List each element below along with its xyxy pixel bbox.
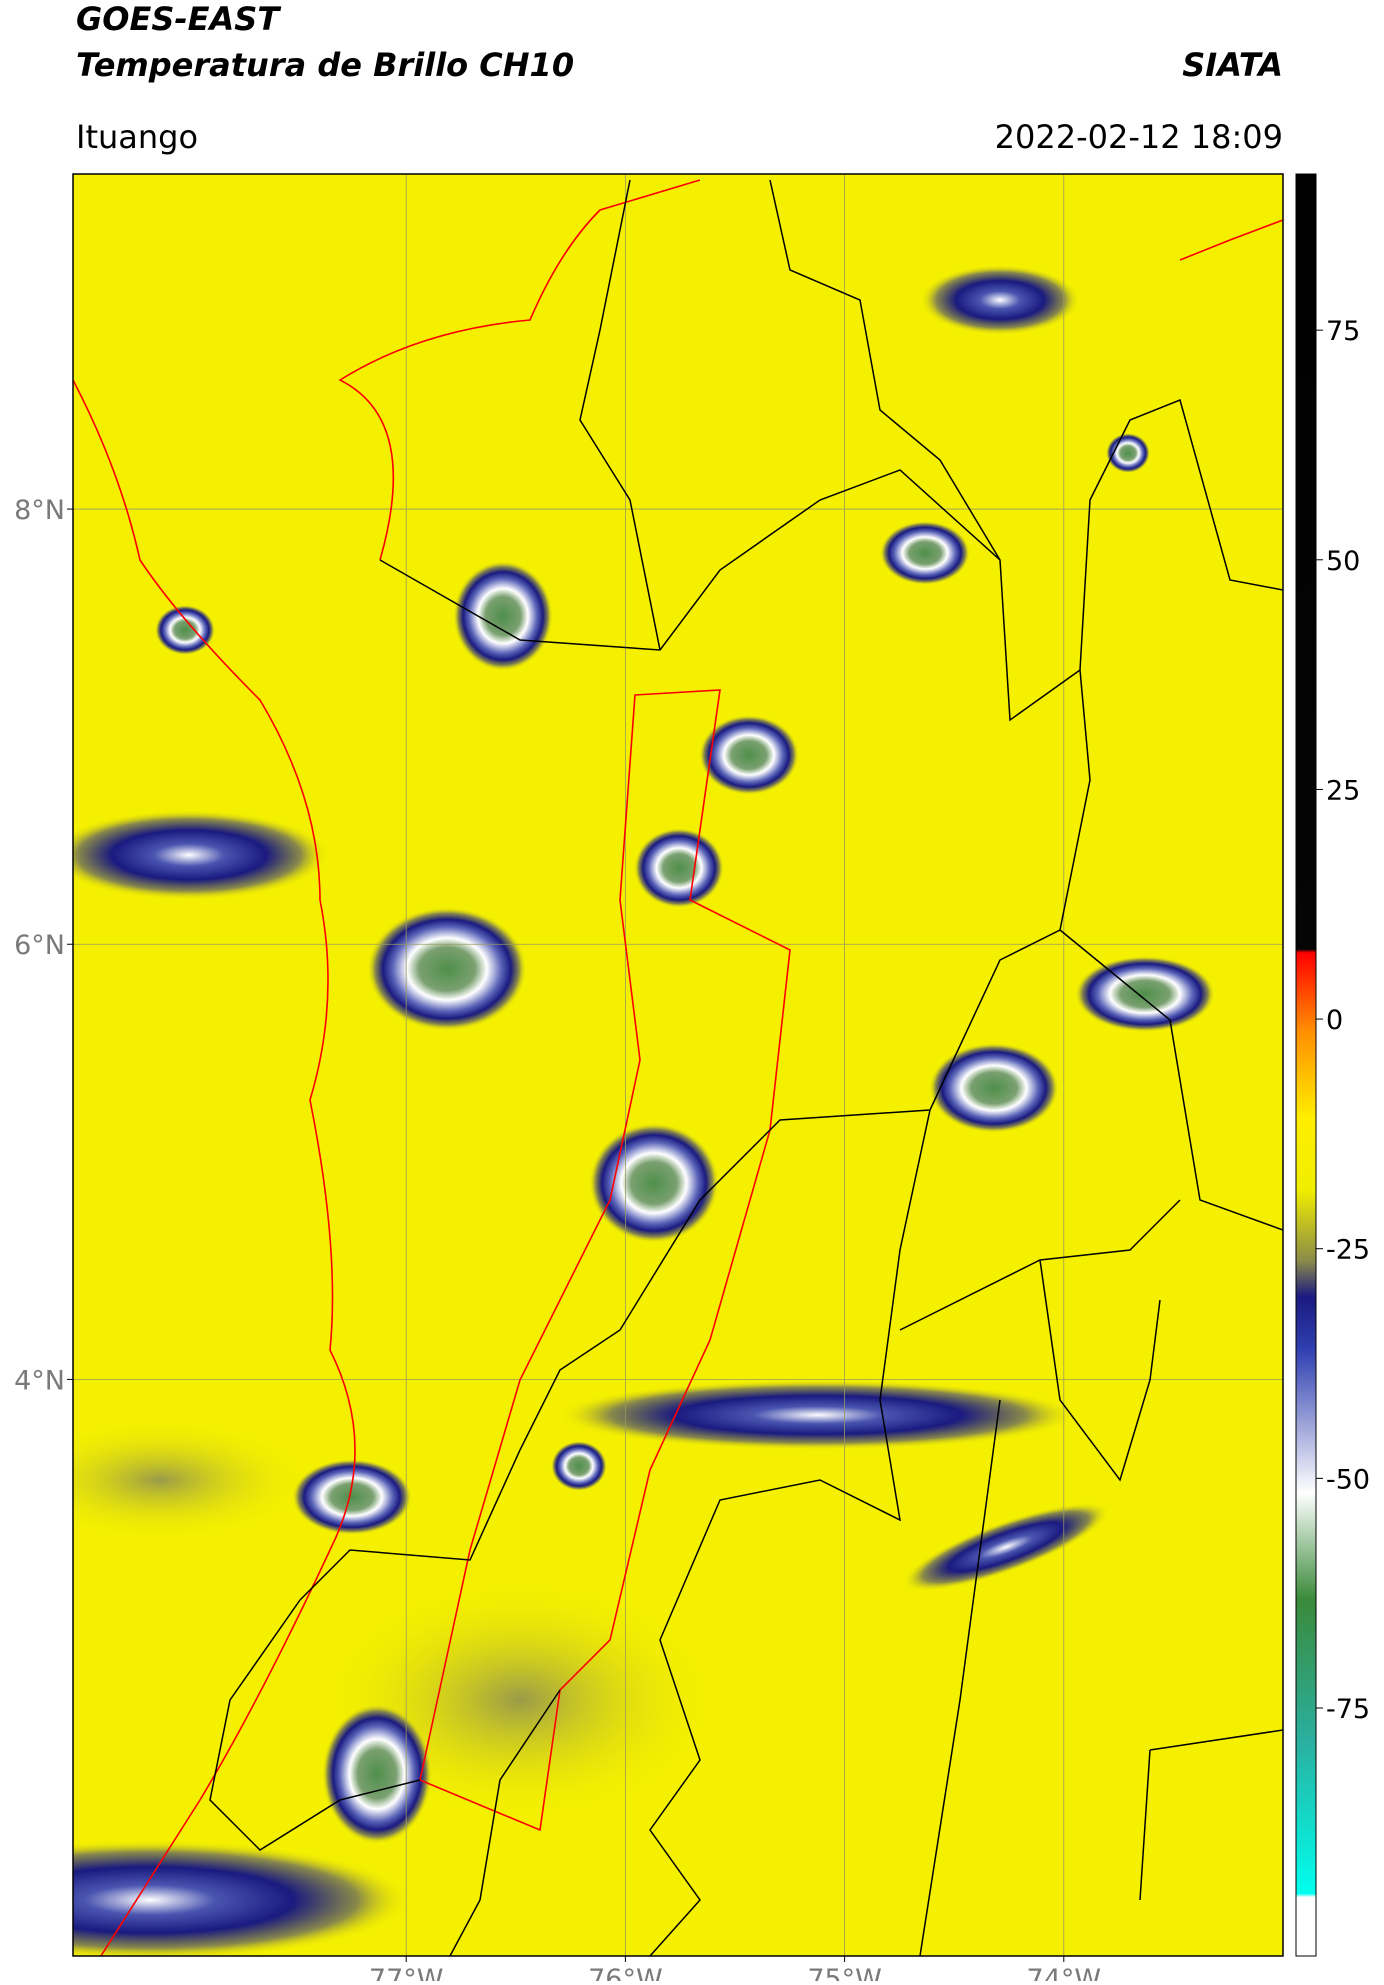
y-tick-label: 8°N (14, 495, 65, 526)
x-tick-label: 77°W (369, 1964, 444, 1981)
colorbar (1295, 173, 1317, 1957)
datetime: 2022-02-12 18:09 (995, 118, 1283, 156)
colorbar-tick-label: 25 (1326, 775, 1360, 806)
haze (73, 1420, 310, 1540)
cloud (902, 1502, 1110, 1592)
cloud (73, 1840, 410, 1956)
admin-boundary (209, 179, 1283, 1956)
border (1179, 219, 1283, 261)
map-frame (72, 173, 1284, 1957)
cloud (367, 907, 527, 1031)
title: GOES-EAST (76, 0, 281, 38)
coastline (73, 379, 356, 1956)
subtitle: Temperatura de Brillo CH10 (76, 46, 574, 84)
colorbar-tick-label: -50 (1326, 1464, 1370, 1495)
cloud (558, 1380, 1078, 1450)
colorbar-tick-label: 50 (1326, 546, 1360, 577)
x-tick-label: 74°W (1027, 1964, 1102, 1981)
cloud (929, 1043, 1059, 1133)
cloud (634, 828, 724, 908)
cloud (453, 561, 553, 671)
colorbar-tick-label: -25 (1326, 1235, 1370, 1266)
cloud (589, 1123, 719, 1243)
cloud (73, 810, 329, 900)
colorbar-tick-label: -75 (1326, 1694, 1370, 1725)
colorbar-tick-label: 75 (1326, 316, 1360, 347)
cloud (920, 265, 1080, 335)
cloud (1106, 433, 1150, 473)
cloud (551, 1441, 607, 1491)
location: Ituango (76, 118, 198, 156)
cloud (292, 1459, 412, 1535)
colorbar-tick-label: 0 (1326, 1005, 1343, 1036)
source: SIATA (1182, 46, 1283, 84)
x-tick-label: 75°W (807, 1964, 882, 1981)
cloud (155, 605, 215, 655)
cloud (699, 715, 799, 795)
y-tick-label: 6°N (14, 930, 65, 961)
x-tick-label: 76°W (588, 1964, 663, 1981)
coastline (338, 179, 701, 561)
map (73, 174, 1283, 1956)
cloud (1075, 956, 1215, 1032)
y-tick-label: 4°N (14, 1365, 65, 1396)
cloud (880, 521, 970, 585)
cloud (322, 1704, 432, 1844)
